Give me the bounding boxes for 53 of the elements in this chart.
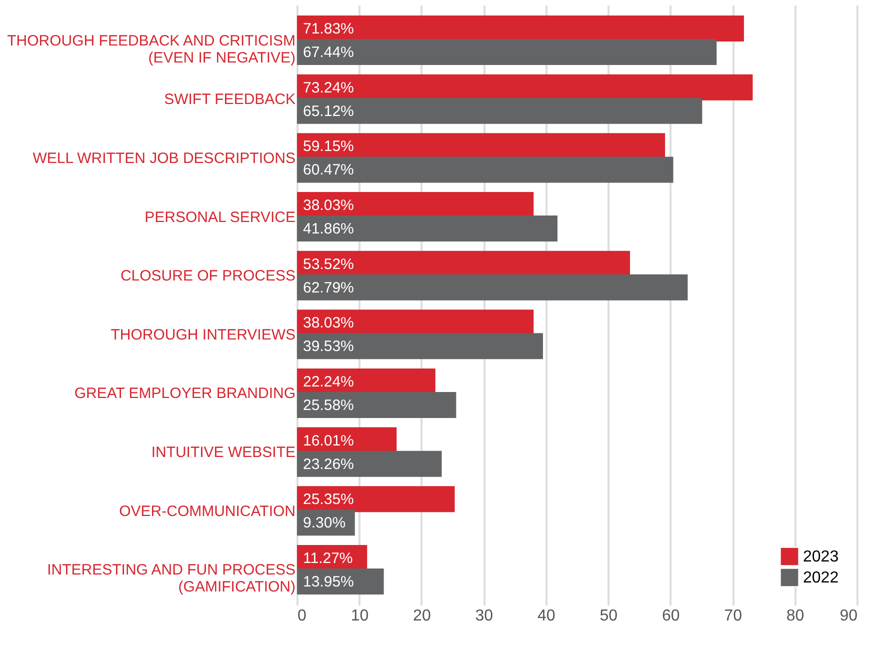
bar bbox=[297, 216, 558, 242]
x-tick-label: 60 bbox=[662, 608, 680, 624]
x-tick-label: 30 bbox=[475, 608, 494, 624]
data-label: 73.24% bbox=[303, 79, 354, 96]
data-label: 71.83% bbox=[303, 20, 354, 38]
data-label: 9.30% bbox=[303, 514, 346, 532]
data-label: 39.53% bbox=[303, 338, 354, 356]
y-tick-label: SWIFT FEEDBACK bbox=[164, 91, 296, 108]
bar bbox=[297, 274, 688, 300]
data-label: 62.79% bbox=[303, 279, 354, 296]
bar bbox=[297, 450, 442, 477]
y-tick-label: THOROUGH FEEDBACK AND CRITICISM (EVEN IF NEGATIVE) bbox=[7, 32, 296, 66]
y-tick-label: GREAT EMPLOYER BRANDING bbox=[74, 385, 296, 402]
x-tick-label: 20 bbox=[413, 608, 431, 624]
bar bbox=[297, 98, 702, 124]
bar bbox=[297, 333, 543, 360]
bar bbox=[297, 392, 456, 418]
data-label: 41.86% bbox=[303, 220, 354, 238]
data-label: 22.24% bbox=[303, 373, 354, 390]
bar bbox=[297, 486, 455, 512]
x-tick-label: 80 bbox=[786, 608, 804, 624]
y-tick-label: THOROUGH INTERVIEWS bbox=[110, 326, 296, 344]
data-label: 67.44% bbox=[303, 44, 354, 62]
x-tick-label: 70 bbox=[724, 608, 742, 624]
y-tick-label: INTERESTING AND FUN PROCESS (GAMIFICATION) bbox=[47, 562, 296, 596]
data-label: 25.35% bbox=[303, 491, 354, 508]
bar bbox=[297, 156, 674, 183]
x-tick-label: 10 bbox=[350, 608, 369, 624]
data-label: 59.15% bbox=[303, 138, 354, 156]
bar bbox=[297, 74, 753, 100]
y-tick-label: INTUITIVE WEBSITE bbox=[151, 444, 296, 462]
bar bbox=[297, 568, 384, 594]
x-tick-label: 90 bbox=[840, 608, 858, 624]
y-tick-label: WELL WRITTEN JOB DESCRIPTIONS bbox=[32, 150, 296, 167]
data-label: 13.95% bbox=[303, 573, 354, 590]
bar bbox=[297, 39, 717, 66]
legend-label: 2023 bbox=[803, 548, 839, 566]
data-label: 11.27% bbox=[303, 550, 353, 567]
data-label: 38.03% bbox=[303, 197, 354, 214]
y-tick-label: PERSONAL SERVICE bbox=[144, 208, 296, 226]
data-label: 16.01% bbox=[303, 432, 354, 450]
data-label: 65.12% bbox=[303, 102, 354, 120]
x-tick-label: 0 bbox=[298, 608, 306, 624]
data-label: 25.58% bbox=[303, 397, 354, 414]
x-tick-label: 40 bbox=[537, 608, 556, 624]
y-tick-label: CLOSURE OF PROCESS bbox=[120, 268, 296, 285]
data-label: 60.47% bbox=[303, 162, 354, 179]
data-label: 38.03% bbox=[303, 314, 354, 332]
data-label: 53.52% bbox=[303, 256, 354, 273]
legend-label: 2022 bbox=[803, 570, 839, 586]
data-label: 23.26% bbox=[303, 456, 354, 473]
x-tick-label: 50 bbox=[600, 608, 618, 624]
y-tick-label: OVER-COMMUNICATION bbox=[119, 502, 296, 520]
